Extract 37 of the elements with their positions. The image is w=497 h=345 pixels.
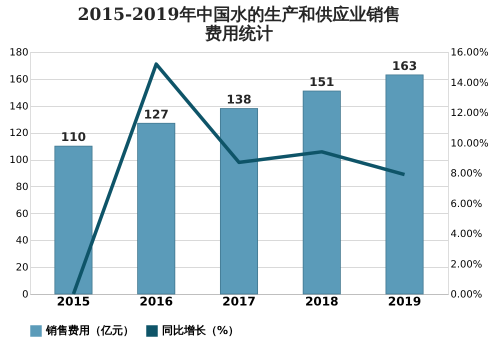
x-tick-label: 2017 — [222, 294, 256, 308]
legend-label: 销售费用（亿元） — [45, 324, 134, 337]
bar — [220, 108, 258, 294]
data-label: 127 — [144, 107, 169, 122]
data-label: 163 — [392, 58, 418, 73]
y-tick-label: 80 — [16, 182, 28, 193]
x-tick-label: 2015 — [56, 294, 90, 308]
y2-tick-label: 14.00% — [450, 78, 489, 89]
y2-tick-label: 8.00% — [450, 168, 482, 180]
data-label: 138 — [226, 92, 252, 106]
x-tick-label: 2018 — [305, 294, 338, 308]
y-tick-label: 20 — [16, 262, 28, 274]
y-tick-label: 100 — [9, 155, 28, 166]
chart-title: 2015-2019年中国水的生产和供应业销售费用统计 — [78, 5, 400, 44]
bar — [386, 74, 424, 294]
y2-tick-label: 16.00% — [450, 48, 489, 58]
x-tick-label: 2016 — [140, 294, 173, 308]
y-tick-label: 180 — [9, 48, 28, 58]
x-tick-label: 2019 — [388, 294, 422, 308]
y-tick-label: 140 — [9, 101, 28, 112]
y-tick-label: 40 — [16, 236, 28, 247]
data-label: 110 — [60, 130, 86, 144]
y2-tick-label: 4.00% — [450, 229, 482, 240]
y-tick-label: 60 — [16, 208, 28, 220]
y-tick-label: 120 — [9, 128, 28, 140]
y2-tick-label: 10.00% — [450, 138, 489, 150]
bar — [54, 146, 92, 294]
bar — [302, 90, 341, 294]
y-tick-label: 0 — [22, 290, 28, 300]
y-tick-label: 160 — [9, 74, 28, 86]
bar — [137, 122, 176, 294]
y2-tick-label: 6.00% — [450, 198, 482, 210]
y2-tick-label: 0.00% — [450, 290, 482, 300]
y2-tick-label: 12.00% — [450, 108, 489, 119]
y2-tick-label: 2.00% — [450, 259, 482, 270]
legend-label: 同比增长（%） — [162, 324, 240, 337]
data-label: 151 — [309, 74, 334, 89]
